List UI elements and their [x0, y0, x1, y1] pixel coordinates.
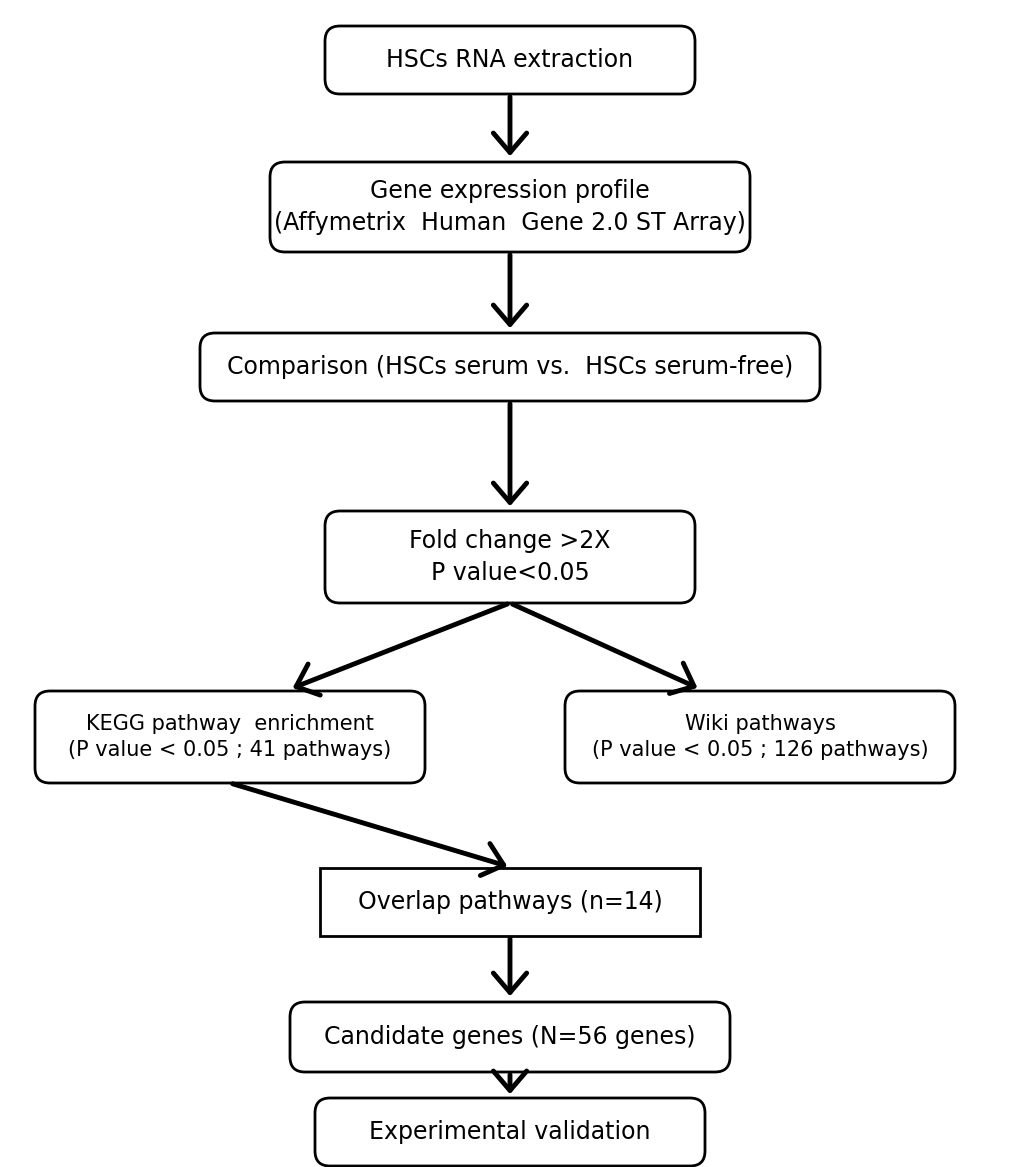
Text: Gene expression profile
(Affymetrix  Human  Gene 2.0 ST Array): Gene expression profile (Affymetrix Huma…: [274, 180, 745, 235]
Text: Overlap pathways (n=14): Overlap pathways (n=14): [358, 890, 661, 914]
Text: HSCs RNA extraction: HSCs RNA extraction: [386, 48, 633, 72]
FancyBboxPatch shape: [35, 691, 425, 783]
FancyBboxPatch shape: [565, 691, 954, 783]
Text: Fold change >2X
P value<0.05: Fold change >2X P value<0.05: [409, 529, 610, 585]
Text: Wiki pathways
(P value < 0.05 ; 126 pathways): Wiki pathways (P value < 0.05 ; 126 path…: [591, 714, 927, 760]
Text: Candidate genes (N=56 genes): Candidate genes (N=56 genes): [324, 1025, 695, 1049]
Text: KEGG pathway  enrichment
(P value < 0.05 ; 41 pathways): KEGG pathway enrichment (P value < 0.05 …: [68, 714, 391, 760]
FancyBboxPatch shape: [315, 1098, 704, 1166]
FancyBboxPatch shape: [325, 26, 694, 95]
FancyBboxPatch shape: [289, 1002, 730, 1072]
FancyBboxPatch shape: [270, 162, 749, 252]
FancyBboxPatch shape: [200, 333, 819, 401]
FancyBboxPatch shape: [320, 868, 699, 936]
Text: Experimental validation: Experimental validation: [369, 1120, 650, 1144]
Text: Comparison (HSCs serum vs.  HSCs serum-free): Comparison (HSCs serum vs. HSCs serum-fr…: [226, 355, 793, 379]
FancyBboxPatch shape: [325, 511, 694, 603]
